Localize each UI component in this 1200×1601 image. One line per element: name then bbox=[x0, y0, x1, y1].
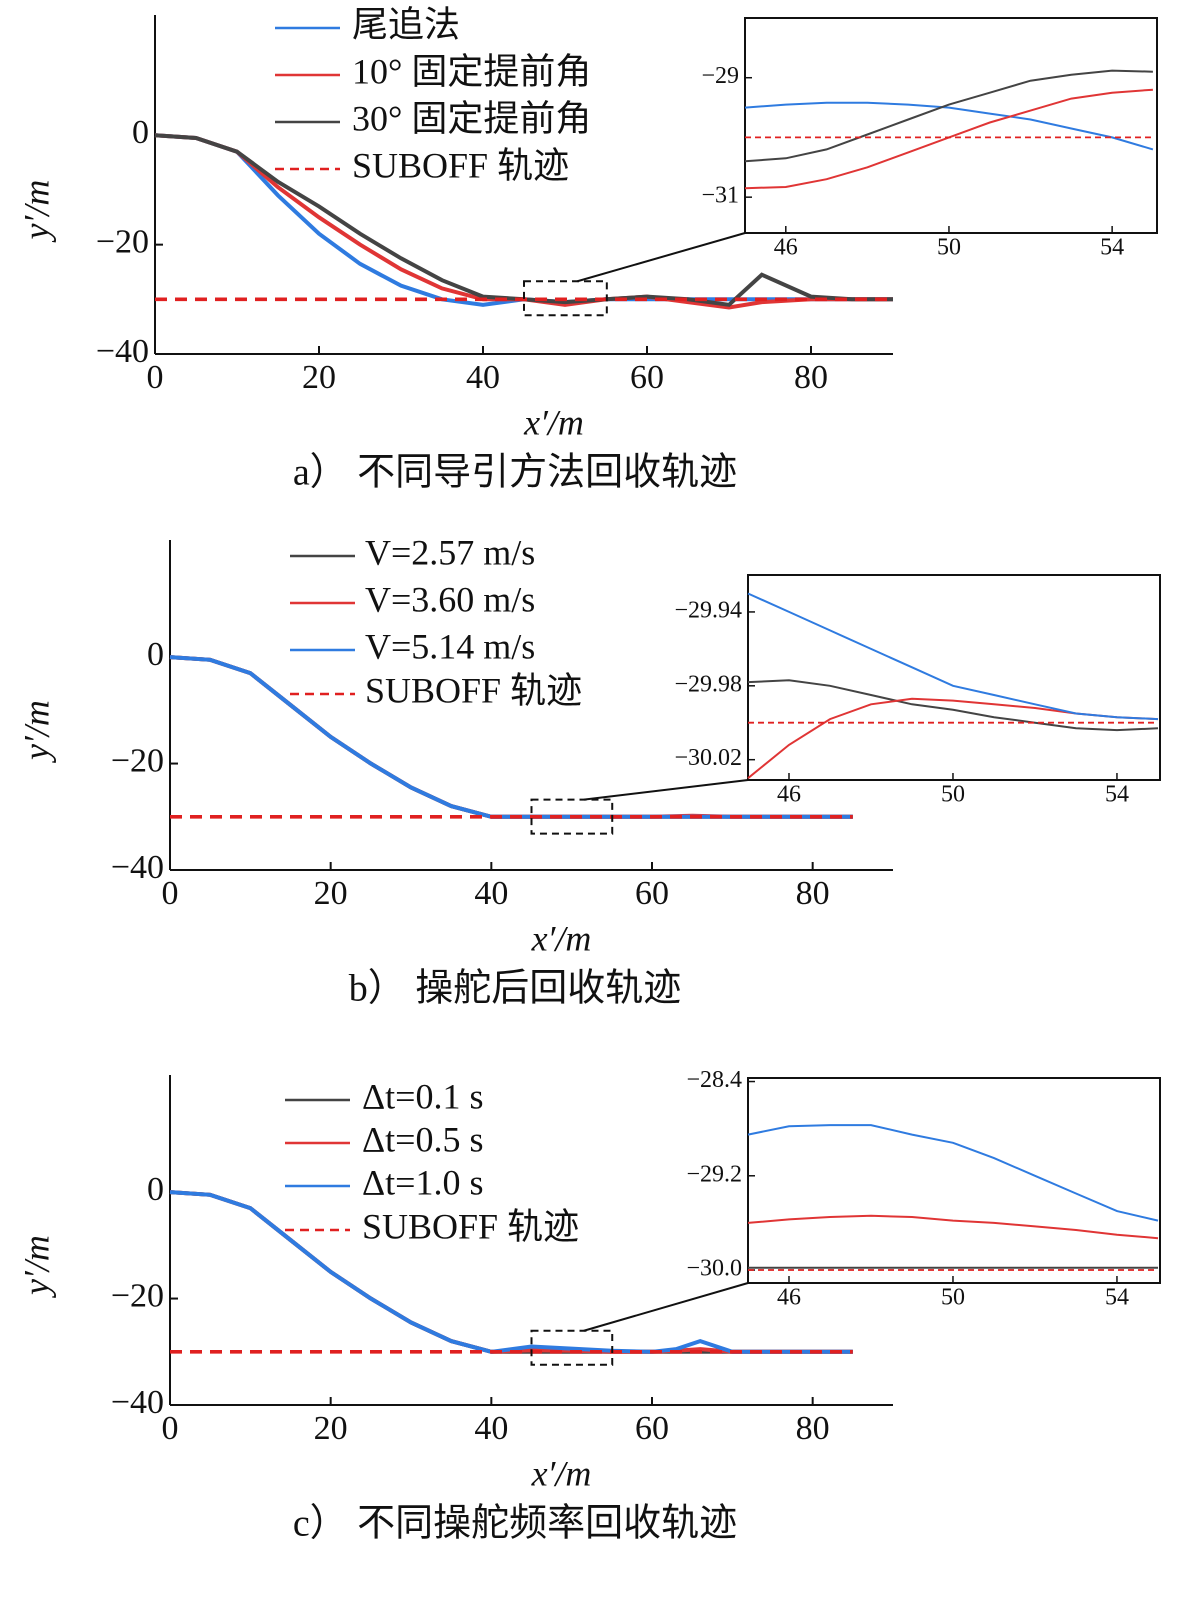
series-line bbox=[747, 1214, 1159, 1240]
inset-y-tick-label: −31 bbox=[701, 183, 739, 209]
legend-label: V=3.60 m/s bbox=[365, 579, 535, 619]
x-tick-label: 80 bbox=[796, 1410, 830, 1447]
inset-y-tick-label: −29.98 bbox=[674, 671, 742, 697]
x-tick-label: 0 bbox=[162, 875, 179, 912]
zoom-box bbox=[530, 1329, 614, 1366]
legend-label: V=5.14 m/s bbox=[365, 626, 535, 666]
x-tick-label: 60 bbox=[635, 1410, 669, 1447]
legend-label: SUBOFF 轨迹 bbox=[365, 670, 582, 710]
y-tick-label: −20 bbox=[111, 742, 164, 779]
inset-x-tick-label: 46 bbox=[777, 782, 801, 808]
x-tick-label: 20 bbox=[302, 359, 336, 396]
x-axis-label: x′/m bbox=[531, 918, 592, 958]
series-line bbox=[744, 69, 1153, 163]
inset-frame bbox=[744, 17, 1158, 234]
x-tick-label: 80 bbox=[796, 875, 830, 912]
x-tick-label: 40 bbox=[474, 875, 508, 912]
inset-x-tick-label: 46 bbox=[774, 235, 798, 261]
y-axis-label: y′/m bbox=[16, 1235, 56, 1298]
inset-x-tick-label: 50 bbox=[937, 235, 961, 261]
x-tick-label: 60 bbox=[635, 875, 669, 912]
y-tick-label: −40 bbox=[111, 849, 164, 886]
y-tick-label: −20 bbox=[96, 223, 149, 260]
y-axis-label: y′/m bbox=[16, 700, 56, 763]
legend-label: Δt=0.5 s bbox=[362, 1119, 483, 1159]
inset-x-tick-label: 54 bbox=[1105, 1285, 1129, 1311]
zoom-connector bbox=[583, 1282, 749, 1332]
inset-y-tick-label: −29 bbox=[701, 63, 739, 89]
x-tick-label: 0 bbox=[147, 359, 164, 396]
series-line bbox=[747, 592, 1159, 721]
y-tick-label: −40 bbox=[111, 1384, 164, 1421]
y-tick-label: −20 bbox=[111, 1277, 164, 1314]
x-axis-label: x′/m bbox=[531, 1453, 592, 1493]
zoom-connector bbox=[577, 232, 746, 283]
legend-label: Δt=1.0 s bbox=[362, 1162, 483, 1202]
inset-frame bbox=[747, 1077, 1161, 1284]
inset-x-tick-label: 54 bbox=[1100, 235, 1124, 261]
caption: a） 不同导引方法回收轨迹 bbox=[293, 452, 737, 494]
legend-label: 30° 固定提前角 bbox=[352, 98, 591, 138]
x-tick-label: 40 bbox=[466, 359, 500, 396]
x-tick-label: 20 bbox=[314, 1410, 348, 1447]
legend-label: 尾追法 bbox=[352, 4, 460, 44]
y-tick-label: 0 bbox=[132, 114, 149, 151]
zoom-connector bbox=[583, 779, 749, 801]
zoom-box bbox=[523, 280, 608, 317]
series-line bbox=[744, 101, 1154, 151]
x-tick-label: 0 bbox=[162, 1410, 179, 1447]
x-tick-label: 80 bbox=[794, 359, 828, 396]
zoom-box bbox=[530, 798, 614, 835]
legend-label: V=2.57 m/s bbox=[365, 532, 535, 572]
inset-x-tick-label: 46 bbox=[777, 1285, 801, 1311]
inset-frame bbox=[747, 574, 1161, 781]
series-line bbox=[747, 679, 1159, 732]
inset-y-tick-label: −30.02 bbox=[674, 745, 742, 771]
x-axis-label: x′/m bbox=[523, 402, 584, 442]
x-tick-label: 20 bbox=[314, 875, 348, 912]
inset-x-tick-label: 50 bbox=[941, 1285, 965, 1311]
legend-label: 10° 固定提前角 bbox=[352, 51, 591, 91]
legend-label: SUBOFF 轨迹 bbox=[352, 145, 569, 185]
inset-y-tick-label: −28.4 bbox=[686, 1067, 742, 1093]
legend-label: Δt=0.1 s bbox=[362, 1076, 483, 1116]
inset-y-tick-label: −29.94 bbox=[674, 597, 742, 623]
inset-y-tick-label: −30.0 bbox=[686, 1256, 742, 1282]
caption: b） 操舵后回收轨迹 bbox=[349, 968, 682, 1010]
y-tick-label: 0 bbox=[147, 636, 164, 673]
inset-y-tick-label: −29.2 bbox=[686, 1161, 742, 1187]
y-tick-label: 0 bbox=[147, 1171, 164, 1208]
inset-x-tick-label: 50 bbox=[941, 782, 965, 808]
legend-label: SUBOFF 轨迹 bbox=[362, 1206, 579, 1246]
series-line bbox=[747, 1124, 1159, 1222]
x-tick-label: 60 bbox=[630, 359, 664, 396]
caption: c） 不同操舵频率回收轨迹 bbox=[293, 1503, 737, 1545]
y-axis-label: y′/m bbox=[16, 180, 56, 243]
x-tick-label: 40 bbox=[474, 1410, 508, 1447]
y-tick-label: −40 bbox=[96, 333, 149, 370]
inset-x-tick-label: 54 bbox=[1105, 782, 1129, 808]
